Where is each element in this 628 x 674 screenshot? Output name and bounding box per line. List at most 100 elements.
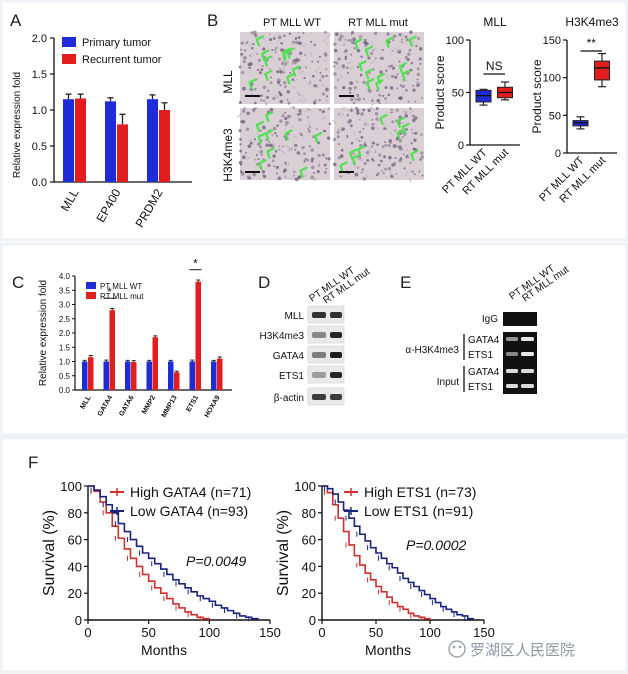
b-col-header-rt: RT MLL mut: [348, 17, 408, 29]
panel-label-b: B: [207, 11, 218, 30]
histology-image: [333, 30, 424, 106]
a-ylabel: Relative expression fold: [12, 72, 23, 178]
e-gene-ets1-a: ETS1: [468, 350, 493, 361]
km-ylabel: Survival (%): [41, 510, 58, 596]
a-legend-swatch: [62, 37, 76, 47]
km-xtick-label: 100: [419, 625, 441, 640]
c-xtick-label: HOXA9: [204, 394, 222, 418]
km-pvalue: P=0.0049: [186, 553, 247, 569]
e-band: [506, 384, 518, 388]
box-ytick-label: 0: [555, 148, 561, 160]
c-ytick-label: 1.0: [59, 358, 71, 367]
a-xtick-label: PRDM2: [132, 186, 165, 230]
c-bar: [131, 362, 137, 390]
a-legend-label: Recurrent tumor: [82, 54, 162, 66]
b-row-label-mll: MLL: [221, 70, 235, 94]
d-blot-strip: [307, 365, 345, 384]
box-ylabel: Product score: [433, 55, 447, 129]
c-bar: [211, 361, 217, 390]
km-xlabel: Months: [365, 642, 411, 658]
c-bar: [82, 361, 88, 390]
km-legend-label: High GATA4 (n=71): [130, 484, 251, 500]
a-bar: [105, 101, 116, 182]
c-ytick-label: 1.5: [59, 343, 71, 352]
box-ylabel: Product score: [530, 59, 544, 133]
a-legend-swatch: [62, 54, 76, 64]
a-ytick-label: 2.0: [32, 33, 47, 45]
box-ytick-label: 150: [543, 35, 561, 47]
d-row-label: ETS1: [279, 371, 304, 382]
km-xtick-label: 50: [141, 625, 155, 640]
c-bar: [146, 361, 152, 390]
d-row-label: GATA4: [273, 351, 305, 362]
km-xtick-label: 150: [259, 625, 281, 640]
d-band: [330, 394, 342, 400]
c-legend-label: RT MLL mut: [100, 292, 144, 301]
km-legend-label: High ETS1 (n=73): [364, 484, 476, 500]
chart-c: 0.0 0.5 1.0 1.5 2.0 2.5 3.0 3.5 4.0 Relative expr…: [38, 257, 232, 419]
d-row-label: β-actin: [274, 393, 304, 404]
d-band: [330, 332, 342, 338]
c-bar: [168, 361, 174, 390]
frame-top: [0, 0, 628, 242]
km-ytick-label: 60: [302, 533, 316, 548]
a-bar: [117, 124, 128, 182]
histology-image: [237, 105, 332, 182]
d-band: [312, 352, 326, 358]
km-xtick-label: 0: [318, 625, 325, 640]
box-sig-label: **: [587, 36, 597, 50]
box-title: MLL: [483, 15, 507, 29]
e-band: [521, 384, 534, 388]
box-title: H3K4me3: [565, 15, 619, 29]
watermark-text: 罗湖区人民医院: [470, 641, 575, 659]
panel-e-chip-gel: PT MLL WT RT MLL mut IgG α-H3K4me3 Input…: [405, 263, 571, 394]
c-ytick-label: 2.5: [59, 315, 71, 324]
b-col-header-pt: PT MLL WT: [263, 17, 321, 29]
d-band: [330, 312, 342, 318]
km-ytick-label: 40: [68, 559, 82, 574]
box-ytick-label: 50: [549, 110, 561, 122]
km-xlabel: Months: [141, 642, 187, 658]
km-ytick-label: 80: [68, 506, 82, 521]
c-xtick-label: MLL: [79, 394, 93, 411]
box-ytick-label: 100: [543, 73, 561, 85]
c-bar: [103, 361, 109, 390]
e-group2-label: Input: [437, 377, 459, 388]
km-ytick-label: 0: [75, 613, 82, 628]
km-ytick-label: 20: [302, 586, 316, 601]
panel-label-a: A: [10, 11, 22, 30]
d-band: [330, 352, 342, 358]
watermark: 罗湖区人民医院: [448, 640, 575, 659]
e-gene-gata4-b: GATA4: [468, 367, 500, 378]
km-curve: [88, 485, 211, 620]
panel-d-western-blot: PT MLL WT RT MLL mut MLLH3K4me3GATA4ETS1…: [260, 265, 372, 406]
km-legend-label: Low GATA4 (n=93): [130, 503, 248, 519]
a-bar: [63, 99, 74, 182]
box-ytick-label: 0: [458, 140, 464, 152]
a-xtick-label: MLL: [58, 186, 82, 213]
d-band: [330, 372, 342, 378]
c-bar: [174, 372, 180, 390]
a-ytick-label: 1.5: [32, 69, 47, 81]
c-xtick-label: MMP2: [141, 394, 157, 415]
km-xtick-label: 0: [84, 625, 91, 640]
chart-a: 0.0 0.5 1.0 1.5 2.0 Relative expression fold M…: [12, 33, 192, 230]
km-curve: [322, 485, 431, 620]
c-xtick-label: GATA6: [118, 394, 135, 417]
km-ylabel: Survival (%): [275, 510, 292, 596]
c-bar: [88, 357, 94, 390]
c-ytick-label: 2.0: [59, 329, 71, 338]
d-band: [312, 372, 326, 378]
c-ytick-label: 0.0: [59, 386, 71, 395]
c-ytick-label: 4.0: [59, 272, 71, 281]
km-xtick-label: 100: [198, 625, 220, 640]
km-ytick-label: 40: [302, 559, 316, 574]
d-blot-strip: [307, 325, 345, 344]
box-sig-label: NS: [486, 59, 503, 73]
c-ytick-label: 3.5: [59, 286, 71, 295]
km-xtick-label: 50: [369, 625, 383, 640]
d-band: [312, 332, 326, 338]
km-ytick-label: 100: [60, 479, 82, 494]
d-row-label: MLL: [285, 311, 305, 322]
